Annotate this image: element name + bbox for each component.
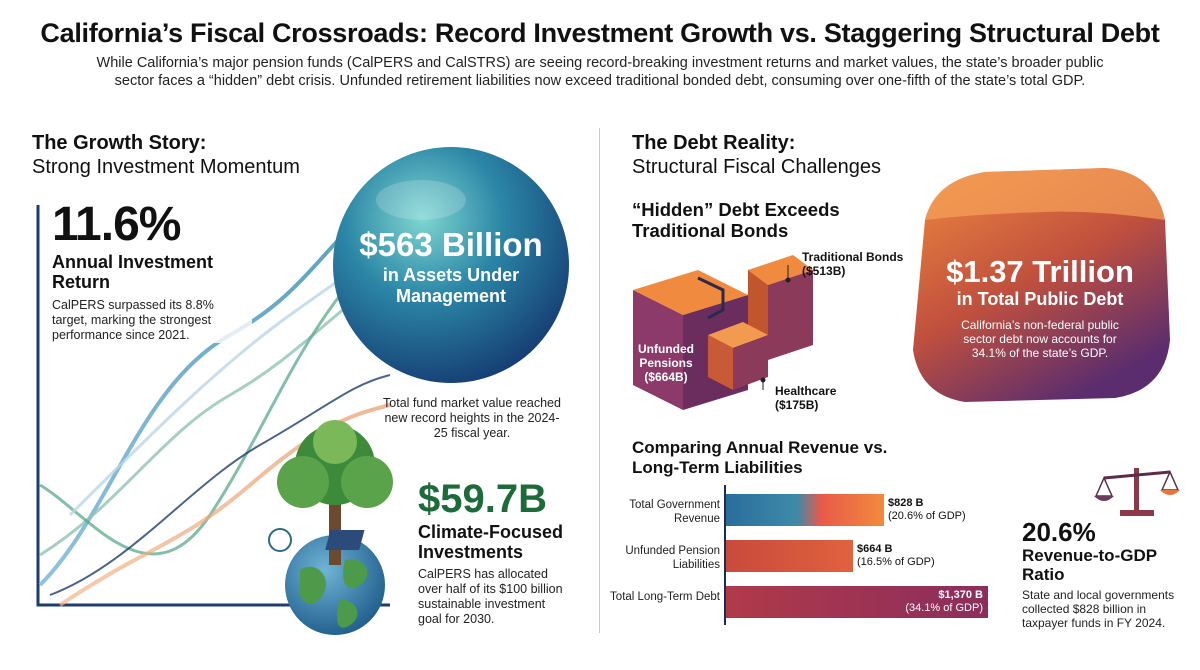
climate-stat-block: $59.7B Climate-Focused Investments CalPE… bbox=[418, 478, 593, 627]
return-stat-block: 11.6% Annual Investment Return CalPERS s… bbox=[52, 200, 252, 343]
return-desc: CalPERS surpassed its 8.8% target, marki… bbox=[52, 298, 214, 342]
pensions-label: Unfunded Pensions bbox=[638, 342, 694, 370]
stacked-cubes-icon bbox=[633, 255, 813, 410]
debt-section-title: The Debt Reality: Structural Fiscal Chal… bbox=[632, 131, 932, 179]
assets-text-block: $563 Billion in Assets Under Management bbox=[345, 227, 557, 307]
bonds-value: ($513B) bbox=[802, 264, 846, 278]
return-value: 11.6% bbox=[52, 198, 181, 251]
pensions-value: ($664B) bbox=[644, 370, 688, 384]
climate-value: $59.7B bbox=[418, 477, 547, 521]
bar-total bbox=[726, 586, 988, 618]
growth-title-bold: The Growth Story: bbox=[32, 132, 207, 154]
total-debt-block: $1.37 Trillion in Total Public Debt Cali… bbox=[915, 254, 1165, 361]
chart-title: Comparing Annual Revenue vs. Long-Term L… bbox=[632, 438, 888, 477]
healthcare-label-block: Healthcare ($175B) bbox=[775, 384, 836, 412]
bar-pension bbox=[726, 540, 853, 572]
chart-axis bbox=[724, 485, 726, 625]
bar-value-revenue-sub: (20.6% of GDP) bbox=[888, 510, 966, 522]
assets-desc: Total fund market value reached new reco… bbox=[383, 396, 561, 440]
healthcare-value: ($175B) bbox=[775, 398, 819, 412]
bar-value-pension-main: $664 B bbox=[857, 543, 893, 555]
ratio-label: Revenue-to-GDP Ratio bbox=[1022, 546, 1157, 584]
bar-value-pension: $664 B (16.5% of GDP) bbox=[857, 543, 935, 569]
bar-label-revenue: Total Government Revenue bbox=[629, 499, 720, 525]
bar-value-revenue: $828 B (20.6% of GDP) bbox=[888, 497, 966, 523]
growth-lines-icon bbox=[36, 203, 391, 607]
debt-title-light: Structural Fiscal Challenges bbox=[632, 156, 881, 178]
growth-title-light: Strong Investment Momentum bbox=[32, 156, 300, 178]
bar-value-revenue-main: $828 B bbox=[888, 497, 924, 509]
climate-label: Climate-Focused Investments bbox=[418, 522, 564, 562]
total-debt-label: in Total Public Debt bbox=[956, 289, 1124, 309]
bar-value-total-main: $1,370 B bbox=[938, 589, 983, 601]
ratio-value: 20.6% bbox=[1022, 517, 1096, 547]
bonds-label-block: Traditional Bonds ($513B) bbox=[802, 250, 903, 278]
debt-title-bold: The Debt Reality: bbox=[632, 132, 796, 154]
total-debt-value: $1.37 Trillion bbox=[946, 254, 1134, 289]
page-subtitle: While California’s major pension funds (… bbox=[96, 55, 1104, 89]
bar-value-total: $1,370 B (34.1% of GDP) bbox=[893, 589, 983, 615]
bar-label-pension: Unfunded Pension Liabilities bbox=[625, 545, 720, 571]
return-label: Annual Investment Return bbox=[52, 252, 214, 292]
bar-revenue bbox=[726, 494, 884, 526]
total-debt-desc: California’s non-federal public sector d… bbox=[961, 318, 1119, 360]
ratio-stat-block: 20.6% Revenue-to-GDP Ratio State and loc… bbox=[1022, 518, 1192, 630]
page-title: California’s Fiscal Crossroads: Record I… bbox=[40, 18, 1160, 48]
bar-label-total: Total Long-Term Debt bbox=[610, 591, 720, 603]
bonds-label: Traditional Bonds bbox=[802, 250, 904, 264]
tree-globe-icon bbox=[268, 420, 393, 635]
growth-section-title: The Growth Story: Strong Investment Mome… bbox=[32, 131, 332, 179]
hidden-debt-title: “Hidden” Debt Exceeds Traditional Bonds bbox=[632, 199, 840, 241]
assets-label: in Assets Under Management bbox=[382, 265, 520, 306]
section-divider bbox=[599, 128, 600, 633]
assets-sphere-icon bbox=[333, 147, 569, 383]
bar-value-pension-sub: (16.5% of GDP) bbox=[857, 556, 935, 568]
balance-scale-icon bbox=[1094, 468, 1180, 516]
pensions-label-block: Unfunded Pensions ($664B) bbox=[636, 342, 696, 384]
assets-value: $563 Billion bbox=[359, 226, 543, 263]
climate-desc: CalPERS has allocated over half of its $… bbox=[418, 567, 563, 626]
debt-block-icon bbox=[913, 168, 1170, 402]
bar-chart: Total Government Revenue $828 B (20.6% o… bbox=[600, 480, 1000, 630]
healthcare-label: Healthcare bbox=[775, 384, 837, 398]
ratio-desc: State and local governments collected $8… bbox=[1022, 588, 1175, 630]
bar-value-total-sub: (34.1% of GDP) bbox=[905, 602, 983, 614]
